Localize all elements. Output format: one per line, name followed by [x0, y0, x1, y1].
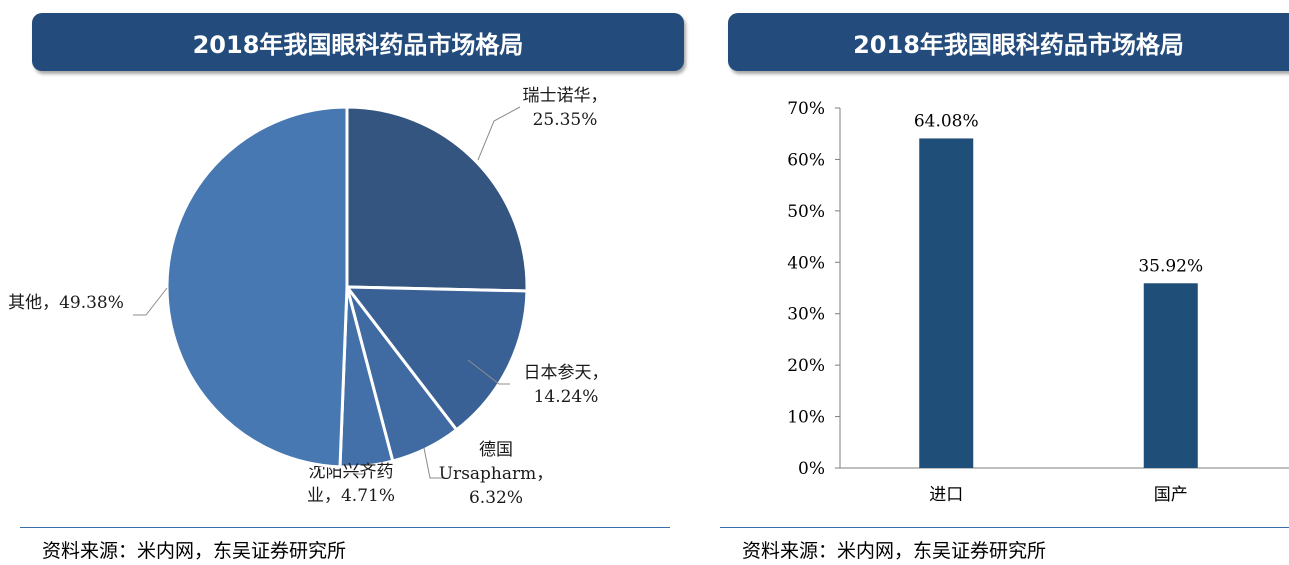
pie-slice-1	[345, 105, 529, 293]
bar-data-label-1: 64.08%	[914, 111, 979, 131]
y-tick-label: 20%	[787, 356, 825, 376]
pie-slice-label-5: 其他，49.38%	[8, 293, 124, 313]
pie-source-divider	[20, 527, 670, 528]
bar-2	[1143, 283, 1198, 468]
pie-slice-2	[343, 285, 529, 432]
y-tick-label: 50%	[787, 202, 825, 222]
y-tick-label: 0%	[798, 459, 825, 479]
bar-panel: 2018年我国眼科药品市场格局 0% 10% 20% 30% 40% 50% 60% 70% 6…	[720, 0, 1289, 565]
y-tick-label: 30%	[787, 305, 825, 325]
x-category-label-1: 进口	[929, 485, 963, 505]
pie-leader-line-5	[133, 287, 168, 316]
pie-chart-title: 2018年我国眼科药品市场格局	[32, 13, 684, 71]
pie-slice-label-3: 德国 Ursapharm， 6.32%	[439, 440, 554, 508]
pie-leader-line-2	[467, 359, 510, 385]
y-tick-label: 60%	[787, 150, 825, 170]
pie-source-text: 资料来源：米内网，东吴证券研究所	[42, 540, 347, 562]
x-category-label-2: 国产	[1154, 485, 1188, 505]
pie-slice-label-4: 沈阳兴齐药业，4.71%	[307, 462, 395, 506]
bar-chart: 0% 10% 20% 30% 40% 50% 60% 70% 64.08% 进口 35.92% 国产	[787, 99, 1289, 505]
pie-panel: 2018年我国眼科药品市场格局 瑞士诺华， 25.35% 日本参天， 14.24% 德国…	[8, 13, 684, 562]
pie-slice-label-2: 日本参天， 14.24%	[524, 363, 609, 407]
bar-source-text: 资料来源：米内网，东吴证券研究所	[742, 540, 1047, 562]
bar-source-divider	[720, 527, 1289, 528]
pie-leader-line-1	[477, 106, 521, 161]
bar-data-label-2: 35.92%	[1138, 256, 1203, 276]
pie-slice-5	[165, 105, 349, 469]
y-tick-label: 40%	[787, 253, 825, 273]
pie-chart: 瑞士诺华， 25.35% 日本参天， 14.24% 德国 Ursapharm， 6.32% 沈…	[8, 86, 609, 508]
bar-chart-title: 2018年我国眼科药品市场格局	[728, 13, 1289, 71]
pie-leader-line-3	[423, 447, 445, 479]
y-tick-label: 70%	[787, 99, 825, 119]
bar-1	[919, 138, 974, 468]
y-tick-label: 10%	[787, 408, 825, 428]
pie-slice-label-1: 瑞士诺华， 25.35%	[523, 86, 608, 130]
